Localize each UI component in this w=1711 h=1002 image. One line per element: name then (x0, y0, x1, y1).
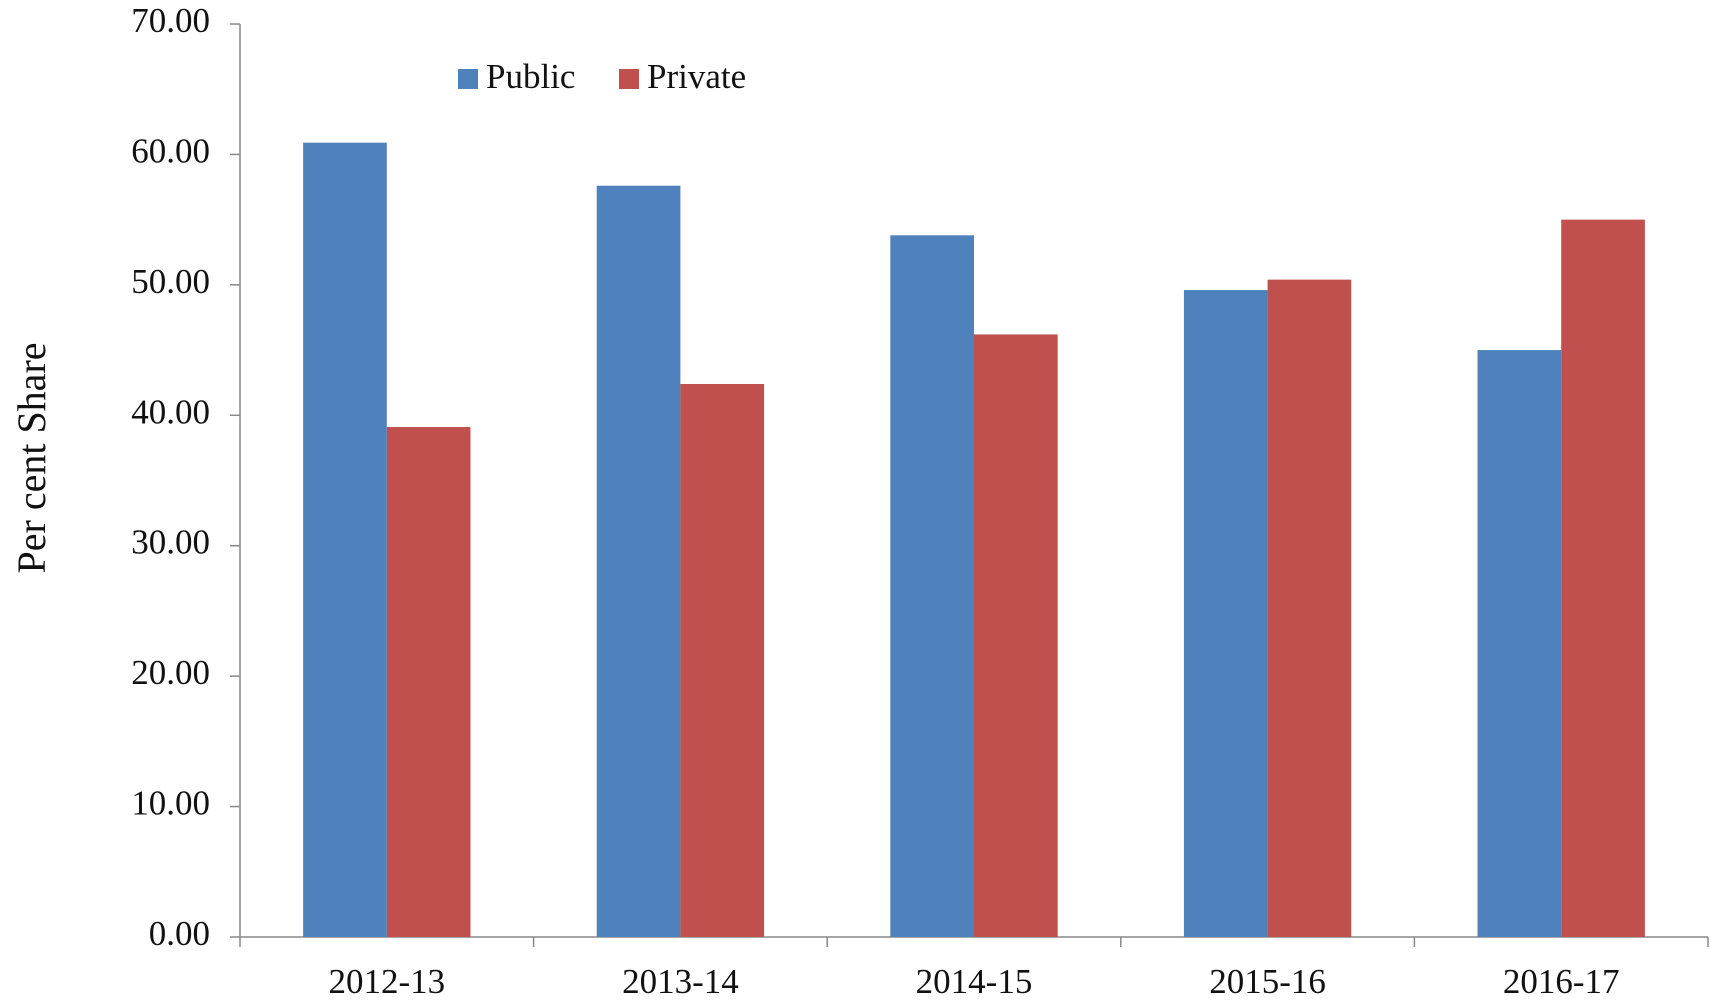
legend-label: Public (486, 57, 575, 96)
y-tick-label: 0.00 (149, 914, 210, 953)
legend-swatch (458, 69, 478, 89)
legend-swatch (619, 69, 639, 89)
x-tick-label: 2016-17 (1503, 962, 1620, 1001)
y-tick-label: 10.00 (131, 784, 210, 823)
x-tick-label: 2013-14 (622, 962, 739, 1001)
bar (890, 235, 974, 937)
bar (1267, 279, 1352, 937)
y-tick-label: 40.00 (131, 392, 210, 431)
x-tick-label: 2012-13 (328, 962, 445, 1001)
y-tick-label: 70.00 (131, 1, 210, 40)
x-tick-label: 2015-16 (1209, 962, 1326, 1001)
bar (680, 383, 765, 937)
bar (1477, 350, 1562, 938)
y-axis-label: Per cent Share (9, 342, 54, 573)
x-tick-label: 2014-15 (916, 962, 1033, 1001)
y-tick-label: 60.00 (131, 131, 210, 170)
y-tick-label: 30.00 (131, 523, 210, 562)
bar (303, 142, 387, 937)
legend-label: Private (647, 57, 746, 96)
bar (596, 185, 681, 937)
bar (1561, 219, 1645, 938)
bar (386, 427, 471, 937)
y-tick-label: 20.00 (131, 653, 210, 692)
bar (974, 334, 1058, 937)
y-tick-label: 50.00 (131, 262, 210, 301)
bar (1183, 290, 1268, 937)
